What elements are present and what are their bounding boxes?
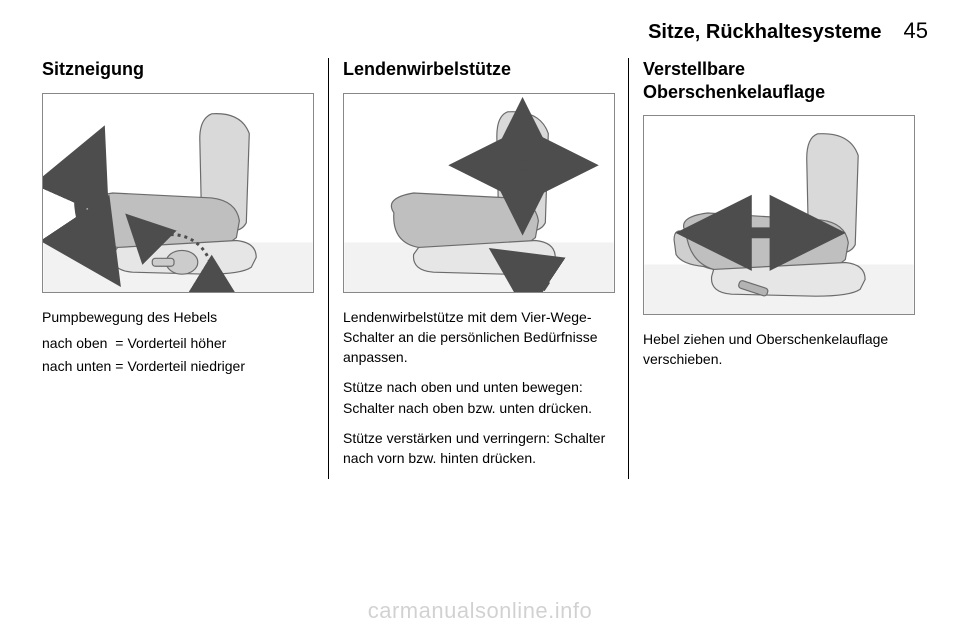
cell-val: Vorderteil höher [127,333,249,356]
para-lumbar-1: Lendenwirbelstütze mit dem Vier-Wege-Sch… [343,307,614,368]
page-number: 45 [904,18,928,44]
column-lendenwirbel: Lendenwirbelstütze [328,58,628,479]
thigh-support-illustration [644,116,914,314]
figure-sitzneigung [42,93,314,293]
para-thigh-1: Hebel ziehen und Oberschenkelauflage ver… [643,329,914,370]
para-lumbar-2: Stütze nach oben und unten bewegen: Scha… [343,377,614,418]
lumbar-illustration [344,94,614,292]
heading-oberschenkel: Verstellbare Oberschenkelauflage [643,58,914,103]
para-lumbar-3: Stütze verstärken und verringern: Schalt… [343,428,614,469]
seat-tilt-illustration [43,94,313,292]
cell-val: Vorderteil niedriger [127,356,249,379]
column-oberschenkel: Verstellbare Oberschenkelauflage [628,58,928,479]
heading-lendenwirbel: Lendenwirbelstütze [343,58,614,81]
table-row: nach oben = Vorderteil höher [42,333,249,356]
heading-sitzneigung: Sitzneigung [42,58,314,81]
page-header-title: Sitze, Rückhaltesysteme [648,21,881,44]
cell-key: nach unten [42,356,115,379]
figure-lendenwirbel [343,93,615,293]
cell-eq: = [115,356,127,379]
watermark: carmanualsonline.info [0,598,960,624]
figure-oberschenkel [643,115,915,315]
cell-eq: = [115,333,127,356]
cell-key: nach oben [42,333,115,356]
lead-sitzneigung: Pumpbewegung des Hebels [42,307,314,327]
column-sitzneigung: Sitzneigung [28,58,328,479]
table-sitzneigung: nach oben = Vorderteil höher nach unten … [42,333,249,379]
table-row: nach unten = Vorderteil niedriger [42,356,249,379]
